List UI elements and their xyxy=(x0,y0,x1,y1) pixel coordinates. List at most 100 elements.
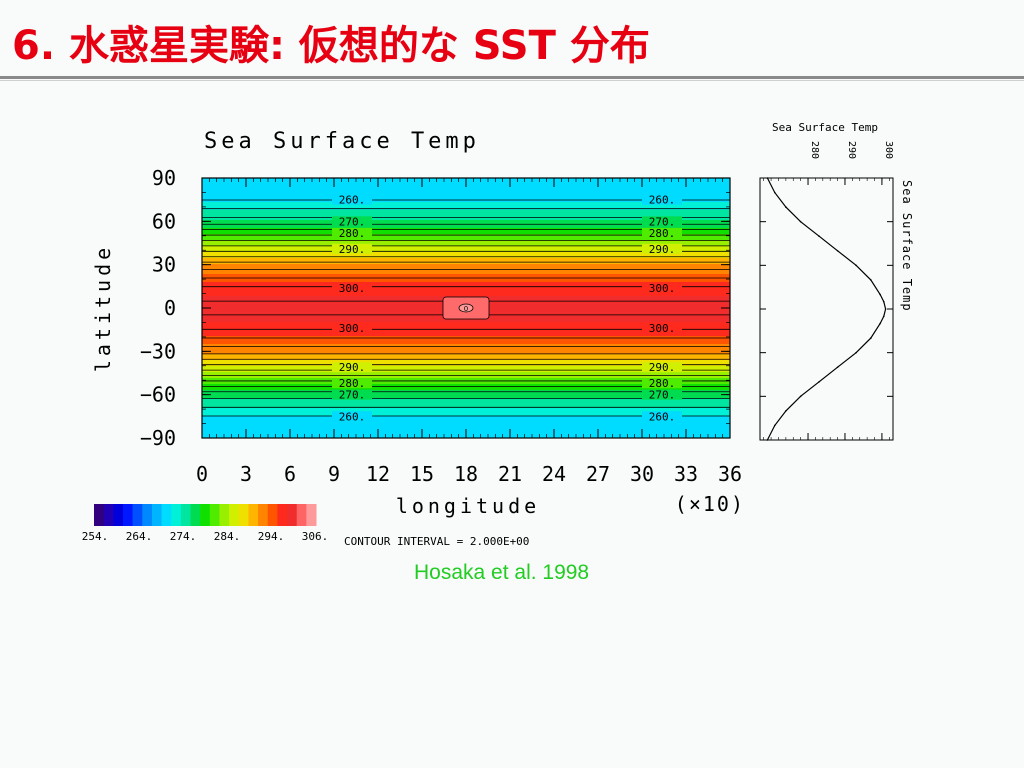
contour-label-bg xyxy=(642,282,682,293)
x-tick-label: 15 xyxy=(410,462,434,486)
sst-band xyxy=(202,288,730,291)
sst-band xyxy=(202,412,730,415)
sst-band xyxy=(202,398,730,401)
sst-band xyxy=(202,274,730,277)
contour-label: 260. xyxy=(649,410,676,423)
colorbar-swatch xyxy=(132,504,143,526)
contour-label: 280. xyxy=(649,227,676,240)
contour-label: 270. xyxy=(649,389,676,402)
sst-band xyxy=(202,240,730,243)
profile-point xyxy=(773,191,776,194)
contour-label: 260. xyxy=(339,194,366,207)
contour-label: 260. xyxy=(649,194,676,207)
sst-band xyxy=(202,292,730,295)
profile-point xyxy=(785,410,787,412)
sst-band xyxy=(202,418,730,421)
contour-label: 280. xyxy=(649,377,676,390)
sst-band xyxy=(202,348,730,351)
profile-point xyxy=(836,249,839,252)
contour-label: 300. xyxy=(649,282,676,295)
sst-band xyxy=(202,402,730,405)
contour-label: 290. xyxy=(339,243,366,256)
sst-band xyxy=(202,362,730,365)
sst-band xyxy=(202,218,730,221)
sst-band xyxy=(202,190,730,193)
profile-point xyxy=(870,337,872,339)
profile-axis-label: Sea Surface Temp xyxy=(900,180,914,312)
contour-label: 280. xyxy=(339,377,366,390)
sst-band xyxy=(202,360,730,363)
contour-interval-note: CONTOUR INTERVAL = 2.000E+00 xyxy=(344,535,529,548)
sst-band xyxy=(202,200,730,203)
contour-label-bg xyxy=(642,194,682,205)
sst-band xyxy=(202,204,730,207)
profile-frame xyxy=(759,177,894,441)
contour-label-bg xyxy=(332,216,372,227)
sst-band xyxy=(202,206,730,209)
sst-band xyxy=(202,236,730,239)
x-tick-label: 33 xyxy=(674,462,698,486)
sst-band xyxy=(202,390,730,393)
sst-band xyxy=(202,264,730,267)
sst-band xyxy=(202,212,730,215)
profile-point xyxy=(855,351,857,354)
x-tick-label: 21 xyxy=(498,462,522,486)
sst-band xyxy=(202,354,730,357)
zonal-mean-profile: 280 290 300 xyxy=(759,141,894,441)
profile-point xyxy=(818,235,820,238)
colorbar-swatch xyxy=(190,504,201,526)
sst-band xyxy=(202,382,730,385)
colorbar-swatch xyxy=(151,504,163,526)
x-tick-label: 3 xyxy=(240,462,252,486)
sst-band xyxy=(202,336,730,339)
colorbar-swatch xyxy=(171,504,182,526)
colorbar-swatch xyxy=(258,504,269,526)
profile-title: Sea Surface Temp xyxy=(772,121,878,134)
y-tick-label: −30 xyxy=(140,339,176,363)
contour-label: 270. xyxy=(339,215,366,228)
sst-band xyxy=(202,196,730,199)
colorbar-swatch xyxy=(103,504,114,526)
warm-anomaly: 0 xyxy=(442,296,490,320)
contour-labels: 260. 260.270. 270.280. 280.290. 290.300. 300.… xyxy=(332,194,682,423)
sst-band xyxy=(202,198,730,201)
contour-label-bg xyxy=(642,389,682,400)
contour-label-bg xyxy=(642,227,682,238)
profile-point xyxy=(799,395,802,398)
sst-band xyxy=(202,374,730,377)
sst-band xyxy=(202,192,730,195)
sst-band xyxy=(202,322,730,325)
sst-band xyxy=(202,376,730,379)
contour-label-bg xyxy=(642,243,682,254)
sst-band xyxy=(202,344,730,347)
contour-label-bg xyxy=(332,378,372,389)
profile-point xyxy=(818,380,820,383)
sst-band xyxy=(202,222,730,225)
x-tick-label: 18 xyxy=(454,462,478,486)
sst-band xyxy=(202,228,730,231)
sst-band xyxy=(202,276,730,279)
sst-band xyxy=(202,284,730,287)
sst-band xyxy=(202,280,730,283)
sst-band xyxy=(202,230,730,233)
sst-band xyxy=(202,414,730,417)
sst-band xyxy=(202,396,730,399)
x-tick-label: 27 xyxy=(586,462,610,486)
colorbar-swatch xyxy=(200,504,211,526)
profile-point xyxy=(882,300,885,303)
contour-label-bg xyxy=(642,378,682,389)
title-divider-shadow xyxy=(0,80,1024,81)
colorbar-swatch xyxy=(277,504,288,526)
contour-label-bg xyxy=(642,411,682,422)
colorbar-swatch xyxy=(161,504,172,526)
sst-band xyxy=(202,426,730,429)
sst-band xyxy=(202,202,730,205)
sst-band xyxy=(202,286,730,289)
sst-band xyxy=(202,232,730,235)
colorbar-swatch xyxy=(296,504,307,526)
sst-band xyxy=(202,242,730,245)
sst-band xyxy=(202,210,730,213)
colorbar-swatch xyxy=(219,504,230,526)
y-tick-label: −60 xyxy=(140,383,176,407)
contour-label: 270. xyxy=(649,215,676,228)
